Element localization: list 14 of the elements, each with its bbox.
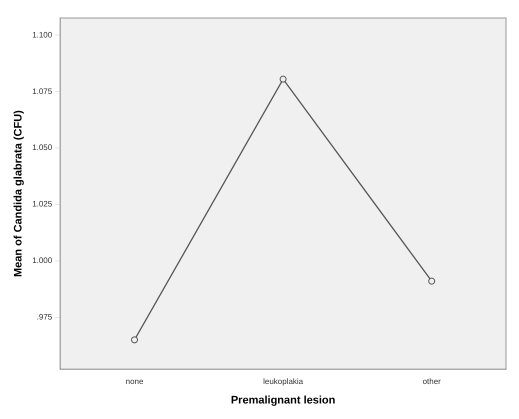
y-tick-label: 1.075 [32,86,53,96]
y-tick-label: 1.100 [32,30,53,40]
x-tick-label: other [422,377,442,386]
y-tick-label: .975 [36,312,53,322]
y-tick-label: 1.000 [32,256,53,266]
point [428,278,436,285]
y-axis-title: Mean of Candida glabrata (CFU) [12,110,25,278]
y-tick-label: 1.050 [32,143,53,152]
point [280,76,287,83]
x-tick-label: none [126,377,144,386]
y-tick-label: 1.025 [32,200,53,209]
x-axis-title: Premalignant lesion [230,394,336,406]
x-tick-label: leukoplakia [263,377,304,386]
point [131,336,138,344]
